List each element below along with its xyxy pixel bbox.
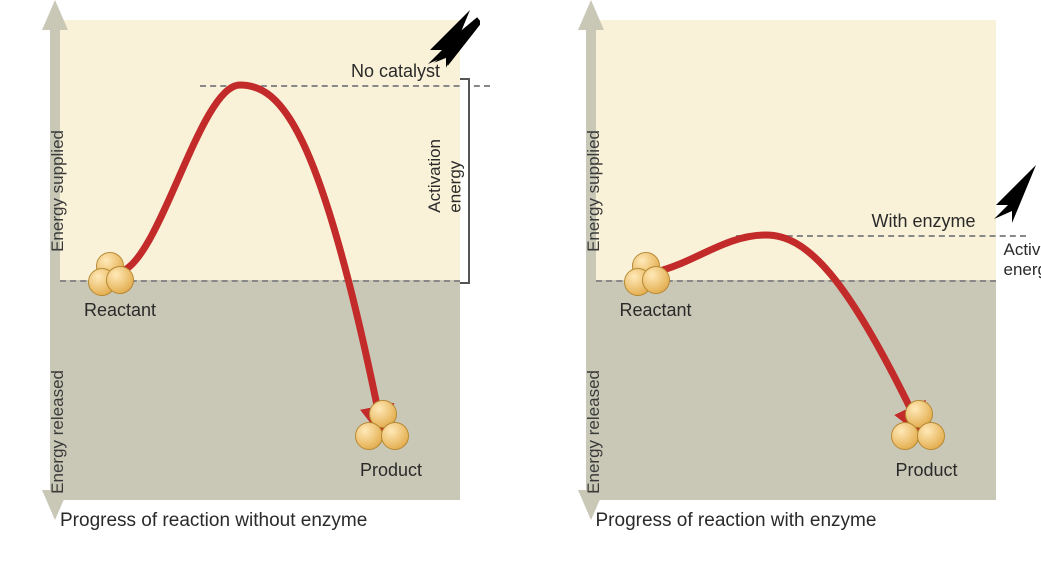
chart-area: Energy supplied Energy released No catal…: [60, 20, 460, 500]
reactant-label: Reactant: [620, 300, 692, 321]
pointer-arrow-icon: [986, 165, 1041, 225]
activation-label: Activation energy: [1004, 240, 1041, 281]
activation-label-line1: Activation: [1004, 240, 1041, 259]
panel-no-catalyst: Energy supplied Energy released No catal…: [20, 20, 486, 564]
pointer-arrow-icon: [420, 10, 480, 70]
product-label: Product: [360, 460, 422, 481]
panel-with-enzyme: Energy supplied Energy released With enz…: [556, 20, 1022, 564]
chart-area: Energy supplied Energy released With enz…: [596, 20, 996, 500]
product-label: Product: [896, 460, 958, 481]
x-axis-label: Progress of reaction without enzyme: [60, 510, 486, 532]
reactant-label: Reactant: [84, 300, 156, 321]
x-axis-label: Progress of reaction with enzyme: [596, 510, 1022, 532]
activation-label-line2: energy: [1004, 260, 1041, 279]
